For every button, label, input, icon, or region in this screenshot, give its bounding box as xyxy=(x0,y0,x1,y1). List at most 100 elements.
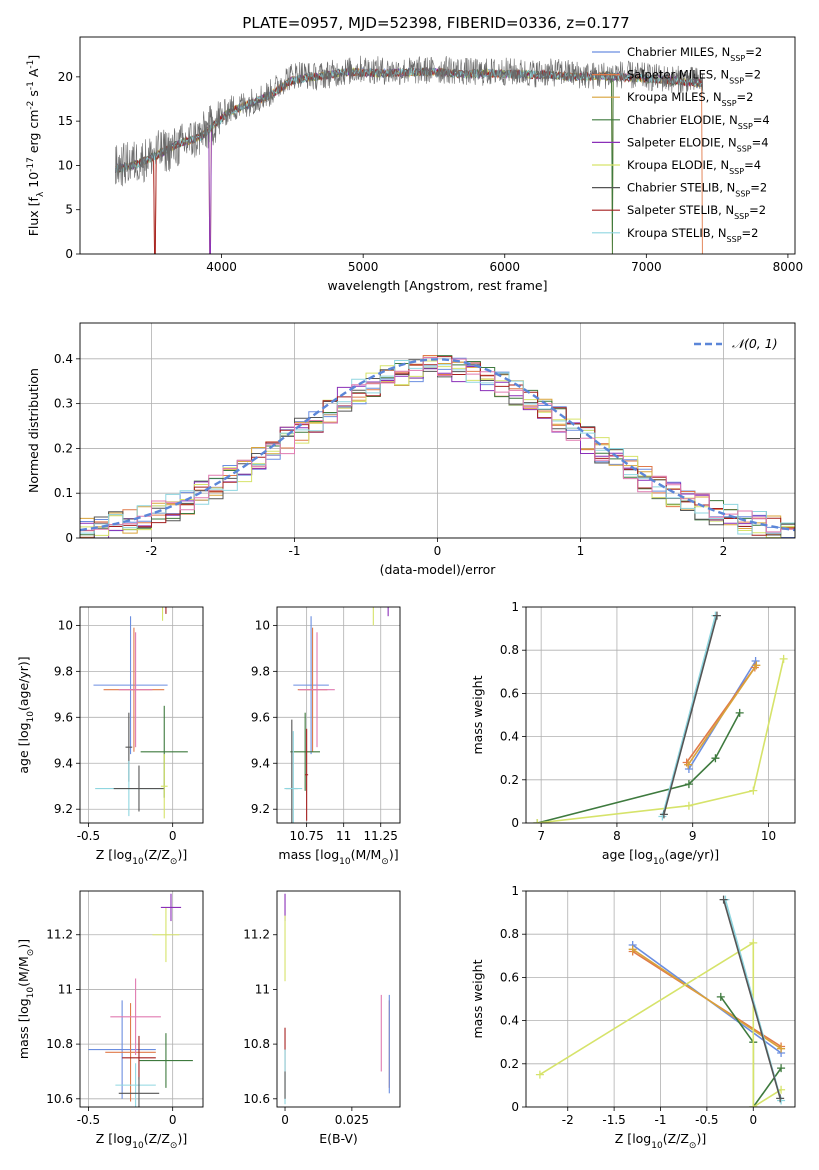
x-tick-label: -0.5 xyxy=(77,1113,100,1127)
label-part: Z [ xyxy=(96,1131,113,1146)
y-tick-label: 0 xyxy=(511,816,519,830)
y-tick-label: 0 xyxy=(65,531,73,545)
label-part: )] xyxy=(177,847,187,862)
y-tick-label: 0 xyxy=(511,1100,519,1114)
x-tick-label: -2 xyxy=(562,1113,574,1127)
label-part: mass weight xyxy=(470,675,485,754)
plot-area xyxy=(80,323,795,538)
weight-marker xyxy=(659,810,668,819)
x-tick-label: 7000 xyxy=(631,260,662,274)
y-tick-label: 0.2 xyxy=(54,441,73,455)
label-part: ⊙ xyxy=(26,949,36,957)
y-tick-label: 9.4 xyxy=(251,756,270,770)
label-part: (Z/Z xyxy=(663,1131,689,1146)
y-tick-label: 10 xyxy=(58,158,73,172)
x-tick-label: 10 xyxy=(761,829,776,843)
label-part: erg cm xyxy=(26,110,41,158)
x-axis-label: wavelength [Angstrom, rest frame] xyxy=(327,278,547,293)
y-axis-label: Flux [fλ 10-17 erg cm-2 s-1 A-1] xyxy=(26,55,46,237)
weight-marker xyxy=(749,786,758,795)
label-part: SSP xyxy=(735,189,750,198)
x-tick-label: 0 xyxy=(169,829,177,843)
label-part: 10 xyxy=(132,857,144,867)
y-tick-label: 0.6 xyxy=(500,686,519,700)
x-tick-label: 5000 xyxy=(348,260,379,274)
label-part: log xyxy=(320,847,339,862)
x-tick-label: 8 xyxy=(613,829,621,843)
label-part: Chabrier MILES, N xyxy=(627,45,730,59)
weight-marker xyxy=(711,754,720,763)
x-tick-label: 2 xyxy=(720,544,728,558)
x-tick-label: -1.5 xyxy=(602,1113,625,1127)
y-axis-label: mass [log10(M/M⊙)] xyxy=(16,939,36,1059)
weight-marker xyxy=(716,992,725,1001)
y-tick-label: 0.8 xyxy=(500,927,519,941)
weight-marker xyxy=(749,1103,758,1107)
label-part: Normed distribution xyxy=(26,368,41,493)
y-tick-label: 0.2 xyxy=(500,773,519,787)
weight-line xyxy=(632,948,782,1050)
x-tick-label: -2 xyxy=(146,544,158,558)
spectrum-title: PLATE=0957, MJD=52398, FIBERID=0336, z=0… xyxy=(242,14,629,32)
y-tick-label: 11.2 xyxy=(243,928,270,942)
label-part: -2 xyxy=(26,101,36,110)
x-axis-label: mass [log10(M/M⊙)] xyxy=(278,847,398,867)
label-part: Flux [f xyxy=(26,196,41,236)
legend: 𝒩(0, 1) xyxy=(694,336,778,351)
y-tick-label: 10 xyxy=(58,618,73,632)
weight-marker xyxy=(684,801,693,810)
legend-label: Salpeter ELODIE, NSSP=4 xyxy=(627,135,769,153)
x-tick-label: 7 xyxy=(537,829,545,843)
label-part: Salpeter STELIB, N xyxy=(627,203,734,217)
y-tick-label: 11 xyxy=(255,982,270,996)
label-part: log xyxy=(634,847,653,862)
x-tick-label: 0 xyxy=(749,1113,757,1127)
label-part: 10 xyxy=(653,857,665,867)
model-spectrum-line xyxy=(115,66,703,254)
label-part: 10 xyxy=(651,1141,663,1151)
weight-line xyxy=(687,664,758,766)
label-part: 10 xyxy=(26,172,41,192)
label-part: (age/yr)] xyxy=(16,656,31,711)
y-tick-label: 0.4 xyxy=(500,1014,519,1028)
axes-frame xyxy=(79,890,204,1108)
weight-marker xyxy=(684,760,693,769)
label-part: mass weight xyxy=(470,959,485,1038)
weight-marker xyxy=(712,611,721,620)
axes-frame xyxy=(79,322,796,539)
weight-marker xyxy=(735,708,744,717)
y-tick-label: 0.6 xyxy=(500,970,519,984)
weight-line xyxy=(663,615,718,815)
x-tick-label: 0.025 xyxy=(335,1113,369,1127)
y-tick-label: 20 xyxy=(58,70,73,84)
plot-area xyxy=(526,607,795,823)
label-part: Salpeter MILES, N xyxy=(627,68,729,82)
label-part: ⊙ xyxy=(170,857,178,867)
y-tick-label: 9.6 xyxy=(251,710,270,724)
axes-frame xyxy=(525,606,796,824)
legend-label: 𝒩(0, 1) xyxy=(732,336,778,351)
label-part: SSP xyxy=(737,144,752,153)
label-part: log xyxy=(632,1131,651,1146)
label-part: age [ xyxy=(602,847,634,862)
legend-label: Chabrier MILES, NSSP=2 xyxy=(627,45,762,63)
x-tick-label: 1 xyxy=(577,544,585,558)
axes-frame xyxy=(276,890,401,1108)
y-tick-label: 0.1 xyxy=(54,486,73,500)
y-tick-label: 1 xyxy=(511,884,519,898)
label-part: (Z/Z xyxy=(144,1131,170,1146)
label-part: ⊙ xyxy=(381,857,389,867)
y-tick-label: 0.4 xyxy=(500,730,519,744)
label-part: )] xyxy=(16,939,31,949)
label-part: SSP xyxy=(734,212,749,221)
label-part: 10 xyxy=(26,987,36,999)
x-tick-label: -1 xyxy=(655,1113,667,1127)
panel-spectrum: 4000 5000 6000 7000 8000 0 5 10 15 20 wavelength [… xyxy=(26,36,803,293)
y-tick-label: 0 xyxy=(65,247,73,261)
normal-curve xyxy=(80,358,795,532)
axes-frame xyxy=(276,606,401,824)
label-part: 10 xyxy=(339,857,351,867)
weight-line xyxy=(722,899,781,1099)
